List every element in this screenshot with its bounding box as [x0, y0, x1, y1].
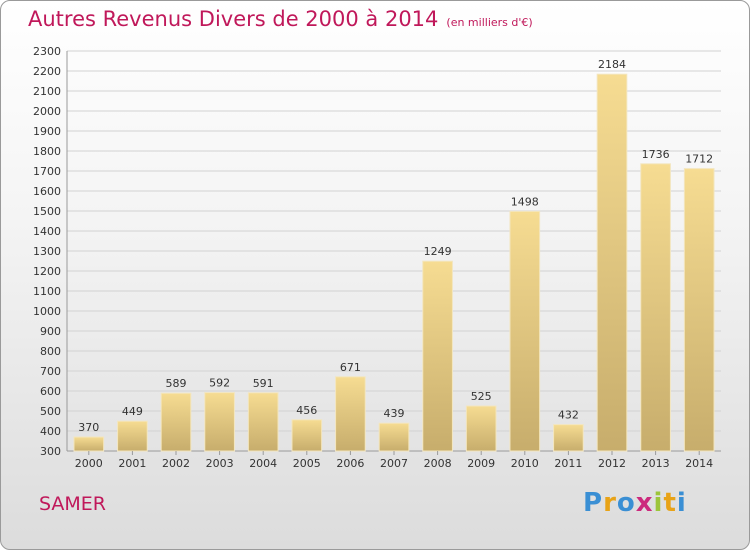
brand-letter: i [676, 488, 687, 518]
y-tick-label: 2100 [33, 85, 61, 98]
bar [683, 168, 715, 452]
y-tick-label: 1700 [33, 165, 61, 178]
x-tick-label: 2000 [75, 457, 103, 470]
brand-letter: r [603, 488, 617, 518]
chart-subtitle: (en milliers d'€) [446, 16, 533, 29]
x-tick-label: 2008 [424, 457, 452, 470]
value-label: 432 [558, 409, 579, 422]
y-tick-label: 600 [40, 385, 61, 398]
y-tick-label: 800 [40, 345, 61, 358]
bar [465, 405, 497, 452]
y-tick-label: 300 [40, 445, 61, 458]
value-label: 1498 [511, 195, 539, 208]
y-tick-label: 1400 [33, 225, 61, 238]
brand-letter: o [616, 488, 636, 518]
value-label: 449 [122, 405, 143, 418]
bar [117, 420, 148, 452]
bar [640, 163, 671, 452]
value-label: 456 [296, 404, 317, 417]
y-tick-label: 700 [40, 365, 61, 378]
brand-logo: Proxiti [583, 488, 687, 518]
title-block: Autres Revenus Divers de 2000 à 2014 (en … [28, 7, 533, 31]
x-tick-label: 2005 [293, 457, 321, 470]
value-label: 1712 [685, 153, 713, 166]
bar [335, 376, 366, 452]
x-tick-label: 2006 [336, 457, 364, 470]
value-label: 591 [253, 377, 274, 390]
value-label: 370 [78, 421, 99, 434]
y-tick-label: 500 [40, 405, 61, 418]
chart-title: Autres Revenus Divers de 2000 à 2014 [28, 7, 439, 31]
x-tick-label: 2007 [380, 457, 408, 470]
x-tick-label: 2012 [598, 457, 626, 470]
bar [247, 392, 279, 452]
bar [73, 436, 105, 452]
x-tick-label: 2003 [206, 457, 234, 470]
value-label: 589 [166, 377, 187, 390]
y-tick-label: 900 [40, 325, 61, 338]
value-label: 1249 [424, 245, 452, 258]
y-tick-label: 2300 [33, 45, 61, 58]
location-label: SAMER [39, 493, 107, 515]
y-tick-label: 1100 [33, 285, 61, 298]
value-label: 1736 [642, 148, 670, 161]
value-label: 525 [471, 390, 492, 403]
bar [509, 210, 541, 452]
y-tick-label: 2000 [33, 105, 61, 118]
y-tick-label: 1900 [33, 125, 61, 138]
bar [291, 419, 323, 452]
y-tick-label: 1300 [33, 245, 61, 258]
y-tick-label: 2200 [33, 65, 61, 78]
value-label: 592 [209, 377, 230, 390]
x-tick-label: 2002 [162, 457, 190, 470]
x-tick-label: 2014 [685, 457, 713, 470]
brand-letter: t [663, 488, 677, 518]
bar [596, 73, 628, 452]
y-tick-label: 1200 [33, 265, 61, 278]
value-label: 439 [384, 407, 405, 420]
y-tick-label: 1000 [33, 305, 61, 318]
y-tick-label: 1600 [33, 185, 61, 198]
y-tick-label: 1800 [33, 145, 61, 158]
bar [422, 260, 453, 452]
x-tick-label: 2011 [554, 457, 582, 470]
brand-letter: P [583, 488, 604, 518]
brand-letter: i [653, 488, 664, 518]
y-tick-label: 1500 [33, 205, 61, 218]
y-tick-label: 400 [40, 425, 61, 438]
bar [204, 392, 235, 452]
value-label: 671 [340, 361, 361, 374]
bar [378, 422, 410, 452]
brand-letter: x [635, 488, 654, 518]
value-label: 2184 [598, 58, 626, 71]
bar [553, 424, 584, 452]
x-tick-label: 2001 [118, 457, 146, 470]
x-tick-label: 2013 [642, 457, 670, 470]
x-tick-label: 2010 [511, 457, 539, 470]
x-tick-label: 2009 [467, 457, 495, 470]
x-tick-label: 2004 [249, 457, 277, 470]
bar [160, 392, 192, 452]
